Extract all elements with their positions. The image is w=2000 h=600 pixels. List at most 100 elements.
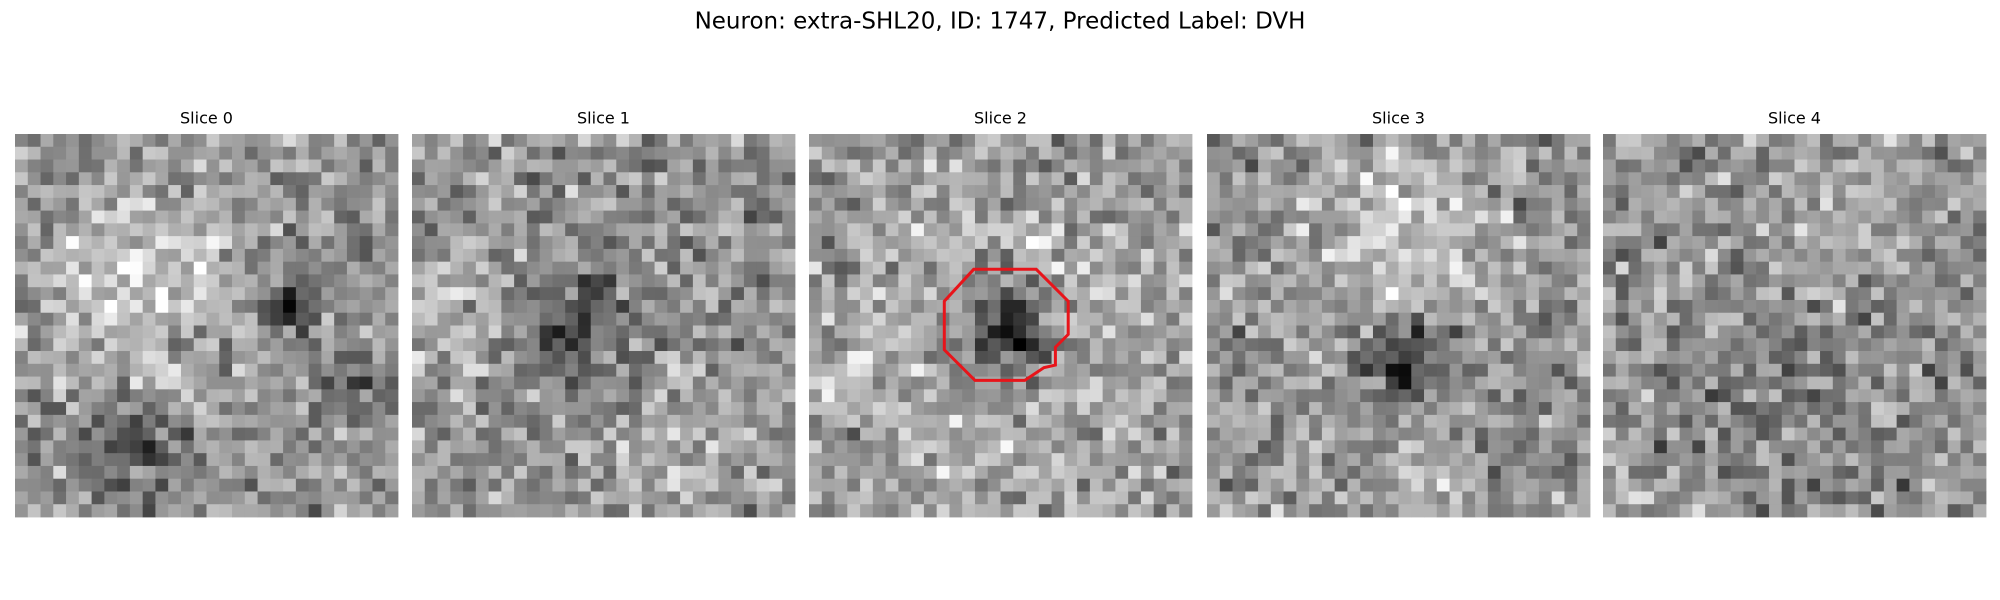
pixel	[27, 453, 41, 467]
pixel	[232, 414, 246, 429]
pixel	[346, 338, 361, 352]
pixel	[475, 146, 489, 160]
pixel	[743, 453, 758, 467]
pixel	[206, 236, 220, 250]
pixel	[1038, 338, 1052, 352]
pixel	[1270, 402, 1284, 416]
pixel	[1973, 351, 1987, 365]
pixel	[974, 338, 989, 352]
pixel	[667, 414, 681, 429]
pixel	[860, 223, 874, 237]
pixel	[1102, 376, 1116, 390]
pixel	[756, 210, 770, 224]
pixel	[1615, 236, 1629, 250]
pixel	[1347, 465, 1361, 480]
pixel	[1807, 363, 1821, 377]
pixel	[1296, 414, 1310, 429]
pixel	[1922, 223, 1936, 237]
pixel	[1692, 478, 1706, 492]
pixel	[1089, 287, 1104, 301]
pixel	[450, 402, 464, 416]
pixel	[1334, 299, 1348, 314]
pixel	[1385, 453, 1399, 467]
pixel	[27, 223, 41, 237]
pixel	[1166, 159, 1180, 173]
pixel	[872, 197, 886, 211]
pixel	[475, 134, 489, 148]
pixel	[359, 414, 373, 429]
pixel	[501, 287, 515, 301]
pixel	[91, 172, 105, 186]
pixel	[1258, 363, 1272, 377]
pixel	[1026, 453, 1040, 467]
pixel	[1347, 287, 1361, 301]
pixel	[334, 414, 348, 429]
pixel	[1845, 325, 1859, 339]
pixel	[577, 236, 592, 250]
pixel	[667, 299, 681, 314]
pixel	[1270, 274, 1284, 288]
pixel	[1807, 312, 1821, 326]
pixel	[1245, 504, 1259, 518]
pixel	[603, 402, 617, 416]
pixel	[1296, 389, 1310, 403]
pixel	[1449, 389, 1463, 403]
pixel	[1500, 427, 1514, 441]
pixel	[1934, 299, 1949, 314]
pixel	[1334, 338, 1348, 352]
pixel	[295, 440, 310, 454]
pixel	[1207, 159, 1221, 173]
pixel	[168, 172, 182, 186]
pixel	[1000, 274, 1014, 288]
pixel	[424, 414, 438, 429]
pixel	[1603, 363, 1617, 377]
pixel	[1411, 299, 1425, 314]
pixel	[1947, 223, 1961, 237]
pixel	[885, 185, 899, 199]
pixel	[66, 312, 80, 326]
pixel	[1140, 210, 1155, 224]
pixel	[1245, 248, 1259, 263]
pixel	[488, 172, 502, 186]
pixel	[104, 389, 118, 403]
pixel	[27, 389, 41, 403]
pixel	[244, 210, 258, 224]
pixel	[1615, 325, 1629, 339]
pixel	[743, 287, 758, 301]
pixel	[590, 363, 604, 377]
pixel	[1883, 299, 1898, 314]
pixel	[923, 440, 938, 454]
pixel	[1551, 491, 1565, 505]
pixel	[1641, 389, 1655, 403]
pixel	[219, 478, 233, 492]
pixel	[1628, 491, 1642, 505]
pixel	[1756, 274, 1770, 288]
pixel	[1883, 312, 1898, 326]
pixel	[1756, 440, 1770, 454]
pixel	[1577, 453, 1591, 467]
pixel	[1424, 351, 1438, 365]
pixel	[15, 299, 29, 314]
pixel	[488, 402, 502, 416]
pixel	[526, 223, 541, 237]
pixel	[1115, 325, 1129, 339]
pixel	[1038, 134, 1052, 148]
pixel	[1179, 478, 1193, 492]
pixel	[847, 440, 861, 454]
pixel	[1781, 325, 1795, 339]
pixel	[1628, 402, 1642, 416]
pixel	[424, 402, 438, 416]
pixel	[872, 504, 886, 518]
pixel	[565, 389, 579, 403]
pixel	[1000, 146, 1014, 160]
pixel	[692, 159, 707, 173]
pixel	[526, 325, 541, 339]
pixel	[1922, 197, 1936, 211]
pixel	[1115, 402, 1129, 416]
pixel	[244, 504, 258, 518]
pixel	[1283, 453, 1297, 467]
pixel	[1500, 376, 1514, 390]
pixel	[1270, 478, 1284, 492]
pixel	[1232, 299, 1246, 314]
pixel	[1628, 134, 1642, 148]
